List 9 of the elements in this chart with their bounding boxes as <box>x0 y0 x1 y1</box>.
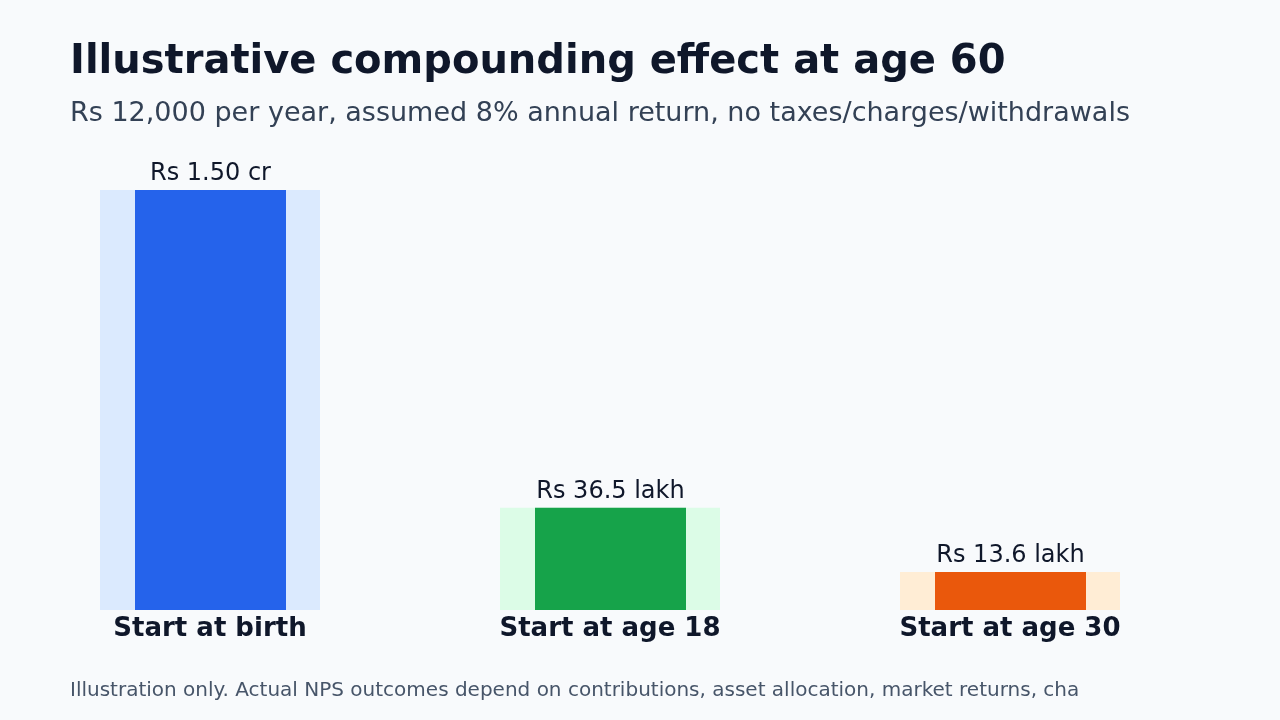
data-label: Rs 36.5 lakh <box>536 475 685 504</box>
chart-title: Illustrative compounding effect at age 60 <box>70 36 1006 82</box>
data-label: Rs 1.50 cr <box>150 158 272 186</box>
chart-subtitle: Rs 12,000 per year, assumed 8% annual return, no taxes/charges/withdrawals <box>70 96 1130 127</box>
x-tick-label: Start at age 18 <box>499 612 721 643</box>
x-tick-label: Start at birth <box>113 612 307 643</box>
x-tick-label: Start at age 30 <box>899 612 1121 643</box>
text: Illustration only. Actual NPS outcomes depend on contributions, asset allocation, market returns, cha <box>70 677 1080 701</box>
data-label: Rs 13.6 lakh <box>936 539 1085 568</box>
